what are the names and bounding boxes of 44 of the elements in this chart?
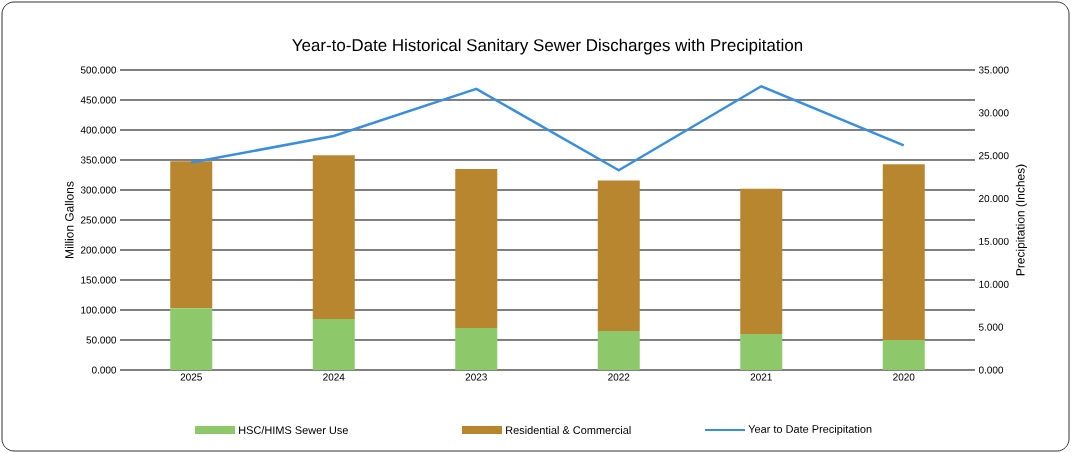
bar — [597, 331, 640, 370]
x-tick-label: 2024 — [323, 373, 345, 381]
y-tick-label: 50.000 — [86, 336, 117, 344]
y-tick-label: 450.000 — [80, 96, 117, 104]
bar — [597, 180, 640, 331]
bar — [455, 169, 498, 328]
chart-title: Year-to-Date Historical Sanitary Sewer Discharges with Precipitation — [292, 38, 803, 55]
y2-axis-title: Precipitation (Inches) — [1015, 164, 1027, 276]
y2-tick-label: 25.000 — [979, 152, 1009, 160]
y-tick-label: 0.000 — [91, 366, 117, 374]
bar — [740, 334, 783, 370]
y2-tick-label: 5.000 — [978, 323, 1004, 331]
y-tick-label: 250.000 — [80, 216, 117, 224]
y-tick-label: 100.000 — [81, 306, 117, 314]
bar — [882, 340, 925, 370]
bar — [312, 319, 355, 370]
y2-tick-label: 20.000 — [979, 195, 1009, 203]
bar — [882, 164, 925, 340]
x-tick-label: 2023 — [465, 373, 487, 381]
y-tick-label: 400.000 — [80, 126, 117, 134]
line-series — [190, 85, 906, 172]
legend-label: Year to Date Precipitation — [748, 424, 872, 436]
bar — [170, 308, 213, 370]
y-axis-title: Million Gallons — [64, 181, 74, 258]
y2-tick-label: 35.000 — [978, 66, 1009, 74]
y-tick-label: 350.000 — [80, 156, 117, 164]
y-tick-label: 300.000 — [80, 186, 117, 194]
y-tick-label: 200.000 — [80, 246, 117, 254]
y-tick-label: 150.000 — [81, 276, 117, 284]
legend-label: Residential & Commercial — [506, 425, 631, 435]
y-tick-label: 500.000 — [80, 66, 117, 74]
y2-tick-label: 10.000 — [979, 280, 1009, 288]
y2-tick-label: 0.000 — [978, 366, 1004, 374]
x-tick-label: 2020 — [893, 373, 915, 381]
y2-tick-label: 30.000 — [978, 109, 1009, 117]
x-tick-label: 2025 — [180, 373, 202, 381]
bar — [312, 155, 355, 319]
y2-tick-label: 15.000 — [979, 237, 1009, 245]
bar — [740, 188, 783, 334]
x-tick-label: 2022 — [608, 373, 630, 381]
legend-label: HSC/HIMS Sewer Use — [239, 425, 348, 435]
bar — [455, 328, 498, 370]
x-tick-label: 2021 — [750, 373, 772, 381]
bar — [170, 161, 213, 309]
